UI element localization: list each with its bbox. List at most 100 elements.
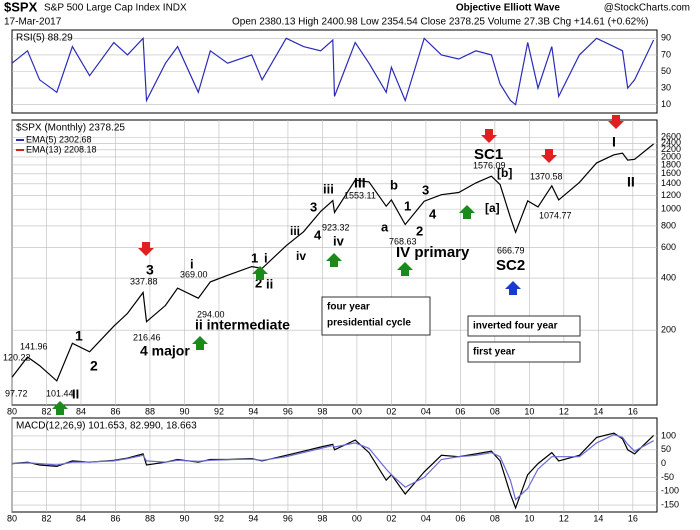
- x-tick-label: 02: [386, 406, 396, 416]
- annotation: ii intermediate: [195, 317, 290, 333]
- annotation: SC1: [474, 146, 503, 163]
- x-tick-label: 92: [214, 406, 224, 416]
- x-tick-label: 86: [110, 513, 120, 523]
- x-tick-label: 16: [628, 513, 638, 523]
- legend-label: EMA(5) 2302.68: [26, 134, 92, 144]
- annotation: 2: [416, 223, 423, 238]
- note-text: first year: [473, 347, 515, 358]
- x-tick-label: 98: [317, 406, 327, 416]
- x-tick-label: 14: [593, 406, 603, 416]
- annotation: 1576.09: [473, 160, 506, 170]
- annotation: 1: [251, 250, 258, 265]
- note-text: inverted four year: [473, 321, 558, 332]
- arrow: [481, 129, 497, 143]
- annotation: 4 major: [140, 343, 190, 359]
- arrow: [541, 149, 557, 163]
- y-tick-label: 1200: [661, 190, 681, 200]
- x-tick-label: 02: [386, 513, 396, 523]
- x-tick-label: 12: [559, 513, 569, 523]
- panel-title: RSI(5) 88.29: [16, 33, 73, 44]
- note-text: four year: [327, 302, 370, 313]
- annotation: 2: [255, 275, 262, 290]
- y-tick-label: 2400: [661, 138, 681, 148]
- x-tick-label: 04: [421, 513, 431, 523]
- y-tick-label: 50: [661, 444, 671, 454]
- y-tick-label: 100: [661, 430, 676, 440]
- y-tick-label: -50: [661, 472, 674, 482]
- y-tick-label: 1600: [661, 168, 681, 178]
- x-tick-label: 10: [524, 513, 534, 523]
- annotation: 923.32: [322, 222, 350, 232]
- x-tick-label: 04: [421, 406, 431, 416]
- annotation: 337.88: [130, 276, 158, 286]
- annotation: i: [190, 256, 194, 271]
- arrow: [138, 242, 154, 256]
- arrow: [326, 253, 342, 267]
- note-box: [467, 341, 581, 363]
- annotation: 369.00: [180, 269, 208, 279]
- arrow: [192, 336, 208, 350]
- annotation: 97.72: [5, 388, 28, 398]
- x-tick-label: 10: [524, 406, 534, 416]
- annotation: b: [390, 177, 398, 192]
- note-box: [467, 315, 581, 337]
- y-tick-label: 1800: [661, 159, 681, 169]
- annotation: IV primary: [396, 244, 470, 261]
- quote: Open 2380.13 High 2400.98 Low 2354.54 Cl…: [232, 17, 648, 28]
- x-tick-label: 92: [214, 513, 224, 523]
- panel-title: MACD(12,26,9) 101.653, 82.990, 18.663: [16, 421, 197, 432]
- y-tick-label: 800: [661, 220, 676, 230]
- annotation: 2: [90, 358, 98, 374]
- x-tick-label: 12: [559, 406, 569, 416]
- annotation: 3: [422, 182, 429, 197]
- symbol: $SPX: [4, 0, 38, 14]
- y-tick-label: 2000: [661, 151, 681, 161]
- x-tick-label: 16: [628, 406, 638, 416]
- annotation: I: [612, 134, 616, 150]
- y-tick-label: 50: [661, 66, 671, 76]
- annotation: 141.96: [20, 341, 48, 351]
- y-tick-label: 1400: [661, 178, 681, 188]
- date: 17-Mar-2017: [4, 17, 62, 28]
- annotation: III: [354, 175, 366, 191]
- y-tick-label: 0: [661, 458, 666, 468]
- annotation: 4: [314, 227, 322, 242]
- annotation: 1370.58: [530, 171, 563, 181]
- annotation: II: [72, 386, 79, 401]
- x-tick-label: 86: [110, 406, 120, 416]
- annotation: II: [627, 174, 635, 190]
- arrow: [252, 266, 268, 280]
- arrow: [608, 115, 624, 129]
- x-tick-label: 08: [490, 406, 500, 416]
- annotation: SC2: [496, 257, 525, 274]
- panel-title: $SPX (Monthly) 2378.25: [16, 123, 125, 134]
- panel-frame: [11, 417, 658, 513]
- x-tick-label: 14: [593, 513, 603, 523]
- annotation: a: [381, 219, 389, 234]
- y-tick-label: -150: [661, 499, 679, 509]
- annotation: 4: [429, 206, 437, 221]
- x-tick-label: 98: [317, 513, 327, 523]
- annotation: 666.79: [497, 245, 525, 255]
- annotation: 1: [75, 328, 83, 344]
- annotation: 294.00: [197, 309, 225, 319]
- x-tick-label: 00: [352, 406, 362, 416]
- arrow: [52, 401, 68, 415]
- series-line: [11, 433, 654, 501]
- y-tick-label: 90: [661, 33, 671, 43]
- annotation: iv: [296, 249, 306, 263]
- arrow: [505, 281, 521, 295]
- annotation: 1074.77: [539, 210, 572, 220]
- x-tick-label: 90: [179, 513, 189, 523]
- y-tick-label: -100: [661, 486, 679, 496]
- series-line: [11, 36, 655, 106]
- arrow: [459, 205, 475, 219]
- y-tick-label: 400: [661, 272, 676, 282]
- x-tick-label: 82: [41, 513, 51, 523]
- arrow: [397, 262, 413, 276]
- symbol-name: S&P 500 Large Cap Index INDX: [44, 3, 187, 14]
- x-tick-label: 80: [7, 406, 17, 416]
- annotation: 3: [310, 199, 317, 214]
- annotation: 768.63: [389, 236, 417, 246]
